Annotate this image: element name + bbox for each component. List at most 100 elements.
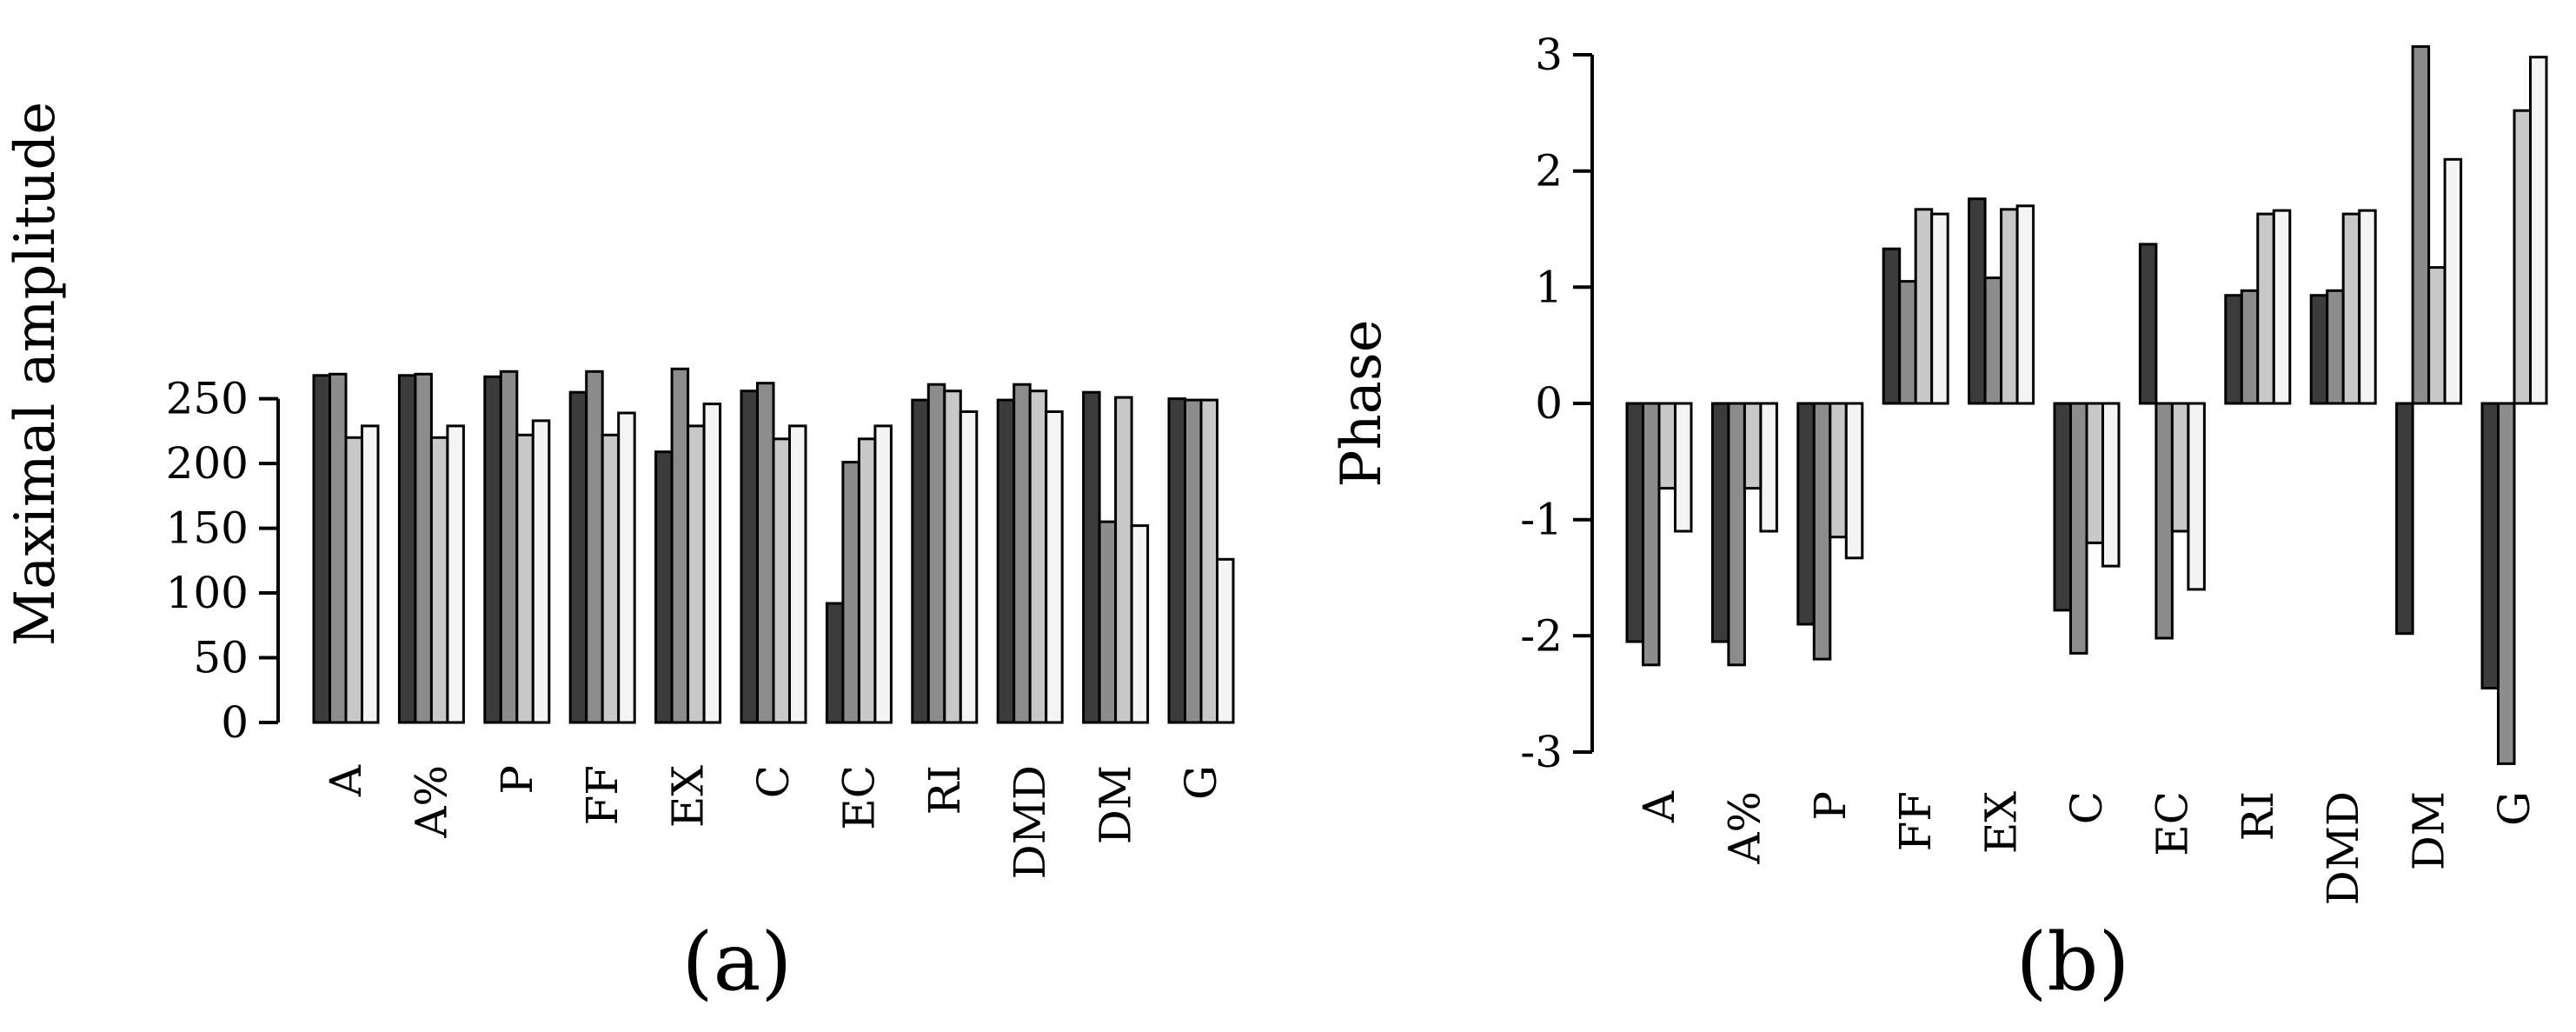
amplitude-bar-dm-s2: [1098, 520, 1118, 724]
phase-bar-dm-s4: [2443, 157, 2463, 405]
amplitude-bar-ex-s4: [702, 403, 722, 724]
phase-category-label: FF: [1890, 791, 1941, 851]
amplitude-bar-apct-s2: [414, 372, 433, 724]
amplitude-bar-a-s1: [312, 374, 331, 724]
amplitude-bar-ri-s3: [943, 389, 962, 724]
phase-bar-g-s2: [2497, 402, 2516, 765]
phase-y-tick-label: 0: [1535, 378, 1563, 429]
amplitude-bar-p-s1: [483, 375, 502, 724]
phase-bar-ri-s4: [2272, 209, 2292, 405]
phase-bar-ex-s2: [1983, 276, 2003, 405]
phase-bar-g-s1: [2480, 402, 2500, 689]
phase-bar-g-s3: [2513, 109, 2532, 405]
phase-bar-a-s3: [1657, 402, 1676, 490]
amplitude-category-label: FF: [577, 765, 627, 825]
phase-bar-c-s4: [2101, 402, 2121, 568]
amplitude-y-tick-label: 150: [166, 503, 249, 554]
amplitude-bar-ec-s4: [873, 424, 893, 724]
phase-bar-apct-s3: [1743, 402, 1763, 490]
phase-bar-ex-s1: [1968, 197, 1987, 405]
phase-bar-ff-s4: [1930, 212, 1949, 405]
amplitude-bar-ex-s3: [687, 424, 706, 724]
amplitude-bar-p-s2: [499, 370, 519, 724]
phase-bar-c-s2: [2069, 402, 2088, 655]
phase-bar-ff-s3: [1914, 208, 1934, 405]
panel-b-phase-chart: A A% P FF EX C EC RI DMD DM G -3 -2 -1 0 1 2 3 Phase: [1330, 30, 2548, 905]
amplitude-bar-c-s2: [756, 382, 775, 724]
phase-bar-ri-s1: [2224, 294, 2243, 405]
amplitude-bar-ec-s1: [825, 602, 845, 724]
amplitude-category-label: DMD: [1005, 765, 1055, 879]
phase-bar-dm-s3: [2427, 266, 2447, 405]
phase-category-label: P: [1805, 791, 1856, 821]
amplitude-bar-ri-s1: [911, 398, 930, 724]
phase-bar-a-s4: [1674, 402, 1693, 533]
phase-bar-p-s3: [1829, 402, 1848, 539]
amplitude-y-tick-label: 0: [221, 697, 249, 748]
amplitude-category-label: DM: [1091, 765, 1141, 844]
amplitude-bar-ec-s2: [841, 461, 860, 724]
phase-bar-ff-s1: [1882, 247, 1902, 405]
phase-bar-dmd-s2: [2326, 289, 2345, 405]
phase-category-label: A: [1634, 790, 1684, 823]
phase-bar-dmd-s4: [2358, 209, 2377, 405]
amplitude-bar-apct-s1: [397, 374, 417, 724]
amplitude-bar-ff-s3: [601, 433, 621, 724]
phase-bar-ri-s3: [2256, 212, 2275, 405]
amplitude-y-axis-title: Maximal amplitude: [3, 102, 68, 646]
phase-bar-dmd-s1: [2309, 294, 2329, 405]
phase-category-label: EX: [1976, 791, 2027, 854]
phase-bar-apct-s1: [1710, 402, 1730, 643]
amplitude-bar-g-s2: [1184, 398, 1203, 724]
amplitude-category-label: G: [1176, 765, 1226, 800]
amplitude-bar-apct-s4: [446, 424, 465, 724]
amplitude-category-label: EC: [833, 765, 884, 830]
phase-bar-ec-s3: [2170, 402, 2190, 533]
phase-bar-ec-s4: [2187, 402, 2206, 591]
amplitude-category-label: RI: [920, 765, 970, 815]
panel-a-amplitude-chart: A A% P FF EX C EC RI DMD DM G 0 50 100 150 200 250 Maxima…: [3, 102, 1235, 879]
phase-bar-g-s4: [2529, 56, 2548, 405]
amplitude-bar-a-s4: [361, 424, 380, 724]
amplitude-bar-dm-s3: [1114, 396, 1133, 724]
amplitude-y-tick-label: 50: [193, 633, 249, 683]
phase-category-label: C: [2061, 791, 2112, 824]
phase-bar-c-s1: [2053, 402, 2072, 612]
phase-category-label: A%: [1719, 791, 1769, 865]
amplitude-bar-c-s1: [740, 389, 759, 724]
amplitude-y-tick-label: 100: [166, 568, 249, 618]
phase-y-tick-label: 3: [1535, 30, 1563, 80]
amplitude-bar-apct-s3: [429, 436, 449, 724]
panel-b-label: (b): [2016, 915, 2130, 1009]
phase-bar-apct-s4: [1759, 402, 1778, 533]
phase-bar-p-s1: [1796, 402, 1816, 626]
phase-y-tick-label: -2: [1520, 610, 1563, 661]
phase-bar-ff-s2: [1898, 280, 1917, 405]
amplitude-bar-ri-s2: [926, 383, 946, 724]
amplitude-bar-c-s4: [788, 424, 807, 724]
phase-y-tick-label: 1: [1535, 262, 1563, 312]
amplitude-bar-dm-s4: [1130, 524, 1150, 724]
amplitude-category-label: A: [321, 764, 371, 797]
phase-bar-ri-s2: [2240, 289, 2260, 405]
amplitude-bar-p-s3: [515, 433, 534, 724]
amplitude-category-label: EX: [663, 765, 714, 828]
phase-bar-ec-s1: [2138, 243, 2158, 405]
amplitude-bar-g-s1: [1167, 397, 1186, 724]
amplitude-bar-ff-s4: [617, 411, 636, 724]
phase-bar-ec-s2: [2154, 402, 2174, 640]
phase-bar-ex-s3: [2000, 208, 2019, 405]
phase-bar-a-s1: [1625, 402, 1644, 643]
phase-category-label: G: [2489, 791, 2539, 826]
phase-bar-dmd-s3: [2341, 212, 2361, 405]
amplitude-bar-ec-s3: [857, 437, 877, 724]
amplitude-bar-ex-s2: [670, 367, 690, 724]
amplitude-bar-ex-s1: [654, 450, 674, 724]
phase-category-label: EC: [2147, 791, 2197, 856]
phase-bar-c-s3: [2085, 402, 2104, 544]
amplitude-category-label: C: [748, 765, 799, 798]
amplitude-bar-a-s3: [344, 436, 363, 724]
phase-bar-dm-s2: [2411, 45, 2431, 405]
amplitude-bar-ri-s4: [959, 410, 979, 724]
amplitude-bar-ff-s1: [568, 390, 588, 724]
